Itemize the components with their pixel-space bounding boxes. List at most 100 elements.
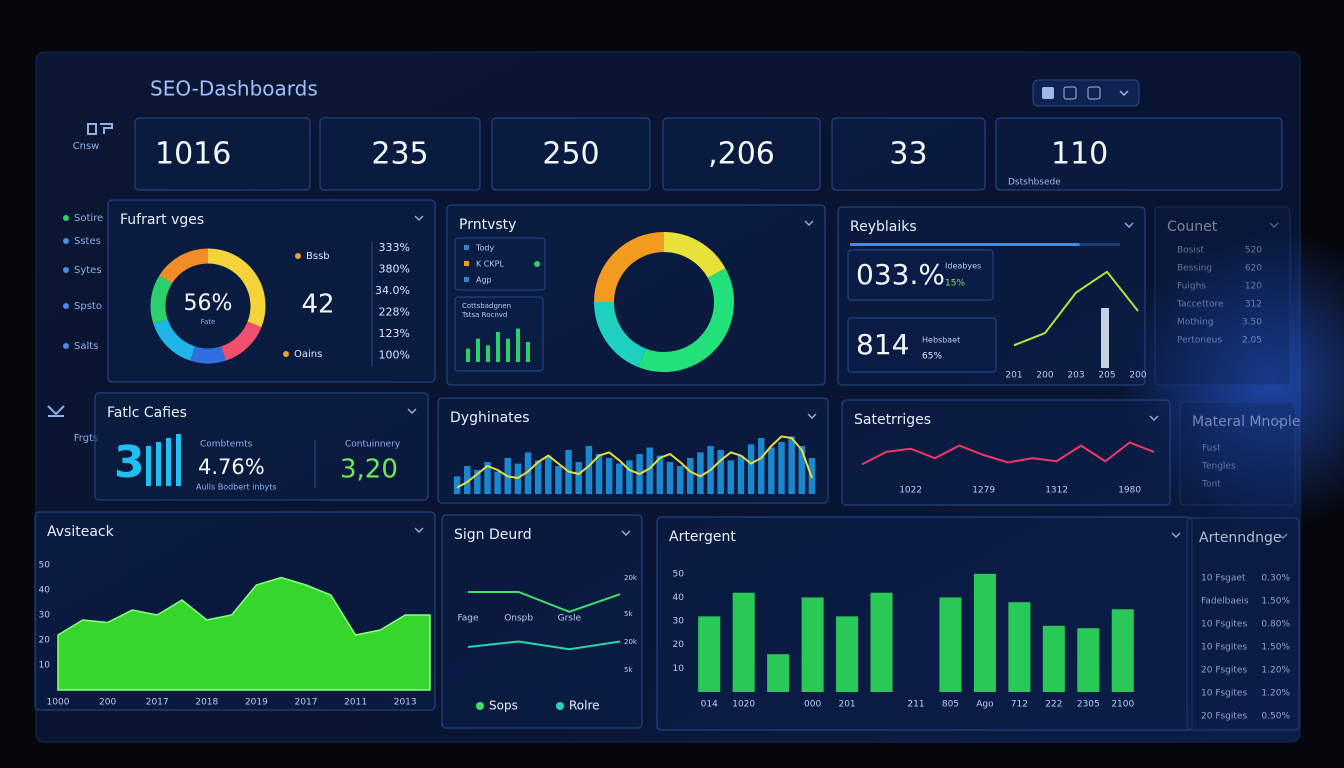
panel-menu[interactable] bbox=[407, 408, 417, 414]
sidebar-dot bbox=[63, 215, 69, 221]
x-tick-label: 211 bbox=[907, 700, 924, 710]
toolbar-dropdown[interactable] bbox=[1119, 90, 1129, 97]
panel-menu[interactable] bbox=[807, 413, 817, 419]
panel-menu[interactable] bbox=[1171, 532, 1181, 538]
x-tick-label: 2011 bbox=[344, 698, 367, 708]
panel-title: Artergent bbox=[669, 529, 736, 545]
sidebar-item: Sotire bbox=[74, 213, 103, 224]
bar bbox=[778, 442, 785, 494]
x-tick-label: Grsle bbox=[558, 614, 582, 624]
x-tick-label: 222 bbox=[1045, 700, 1062, 710]
panel-menu[interactable] bbox=[804, 220, 814, 226]
mini-bar bbox=[476, 338, 480, 362]
x-tick-label: 2017 bbox=[295, 698, 318, 708]
panel-menu[interactable] bbox=[414, 215, 424, 221]
x-tick-label: 2013 bbox=[394, 698, 417, 708]
bar bbox=[788, 436, 795, 494]
toolbar-button[interactable] bbox=[1087, 86, 1101, 100]
toolbar-button[interactable] bbox=[1063, 86, 1077, 100]
x-tick-label: 1022 bbox=[899, 486, 922, 496]
y-tick-label: 20 bbox=[673, 640, 685, 650]
kpi-card bbox=[831, 117, 986, 191]
x-tick-label: 1000 bbox=[47, 698, 70, 708]
kpi-card bbox=[491, 117, 651, 191]
line bbox=[467, 640, 621, 651]
panel-frame bbox=[1179, 401, 1296, 506]
legend-label: Oains bbox=[294, 349, 322, 360]
panel-frame bbox=[1186, 517, 1300, 731]
kpi-card bbox=[995, 117, 1283, 191]
x-tick-label: Ago bbox=[976, 700, 994, 710]
x-tick-label: Fage bbox=[457, 614, 479, 624]
bar bbox=[595, 454, 603, 494]
x-tick-label: 2019 bbox=[245, 698, 268, 708]
big-number: 42 bbox=[301, 290, 334, 320]
highlight-marker bbox=[1101, 308, 1109, 368]
stat-icon-number: 3 bbox=[114, 437, 145, 488]
list-value: 0.50% bbox=[1261, 712, 1290, 722]
bar bbox=[757, 438, 765, 494]
panel-menu[interactable] bbox=[1274, 417, 1284, 423]
line bbox=[861, 441, 1155, 466]
list-value: 0.30% bbox=[1261, 574, 1290, 584]
list-item: Tont bbox=[1201, 480, 1221, 490]
bar bbox=[484, 462, 491, 494]
list-item: Mothing bbox=[1177, 318, 1213, 328]
panel-title: Reyblaiks bbox=[850, 219, 917, 235]
panel-menu[interactable] bbox=[414, 527, 424, 533]
stat-label: Ideabyes bbox=[945, 262, 981, 271]
panel-menu[interactable] bbox=[1124, 222, 1134, 228]
sidebar-icon bbox=[47, 405, 65, 417]
panel: Artenndnge 10 Fsgaet 0.30% Fadelbaeis 1.50% 1… bbox=[1186, 517, 1300, 731]
donut-segment bbox=[663, 232, 726, 279]
bar bbox=[939, 597, 962, 692]
bar bbox=[747, 444, 755, 494]
list-value: 1.20% bbox=[1261, 666, 1290, 676]
axis-note: 5k bbox=[624, 666, 633, 674]
sidebar-item: Cnsw bbox=[73, 141, 100, 152]
panel-menu[interactable] bbox=[1269, 222, 1279, 228]
x-tick-label: 014 bbox=[701, 700, 718, 710]
panel-title: Fatlc Cafies bbox=[107, 405, 187, 421]
panel-menu[interactable] bbox=[621, 530, 631, 536]
bar bbox=[575, 462, 582, 494]
percent-item: 123% bbox=[379, 327, 410, 340]
bar bbox=[626, 460, 633, 494]
donut-segment bbox=[153, 318, 196, 361]
y-tick-label: 50 bbox=[39, 561, 51, 571]
bar bbox=[727, 460, 735, 494]
sidebar-dot bbox=[63, 343, 69, 349]
list-item: 20 Fsgites bbox=[1201, 666, 1247, 676]
panel-title: Prntvsty bbox=[459, 217, 516, 233]
sidebar-dot bbox=[63, 238, 69, 244]
legend-swatch bbox=[476, 702, 484, 710]
list-item: 10 Fsgites bbox=[1201, 689, 1247, 699]
panel: Counet Bosist 520 Bessing 620 Fuighs 120 Taccet… bbox=[1154, 206, 1291, 386]
list-item: Bessing bbox=[1177, 264, 1212, 274]
area bbox=[57, 576, 431, 691]
x-tick-label: 2305 bbox=[1077, 700, 1100, 710]
bar bbox=[534, 460, 542, 494]
bar bbox=[474, 470, 481, 494]
stat-value: 814 bbox=[856, 328, 909, 361]
bar bbox=[585, 446, 593, 494]
toolbar-button[interactable] bbox=[1042, 87, 1054, 99]
sidebar-dot bbox=[63, 303, 69, 309]
sidebar-dot bbox=[63, 267, 69, 273]
donut-sub-label: Fate bbox=[201, 318, 216, 326]
donut-segment bbox=[594, 301, 646, 368]
panel-menu[interactable] bbox=[1149, 415, 1159, 421]
legend-label: Bssb bbox=[306, 251, 330, 262]
list-value: 312 bbox=[1245, 300, 1262, 310]
panel: Satetrriges bbox=[841, 399, 1171, 506]
stat-icon-bar bbox=[166, 438, 171, 486]
panel-title: Fufrart vges bbox=[120, 212, 204, 228]
panel-menu[interactable] bbox=[1278, 533, 1288, 539]
bar bbox=[698, 616, 721, 692]
sidebar-item: Sstes bbox=[74, 236, 101, 247]
mini-bar bbox=[466, 348, 470, 362]
kpi-card bbox=[662, 117, 821, 191]
legend-label: Tody bbox=[475, 244, 495, 253]
percent-item: 100% bbox=[379, 349, 410, 362]
